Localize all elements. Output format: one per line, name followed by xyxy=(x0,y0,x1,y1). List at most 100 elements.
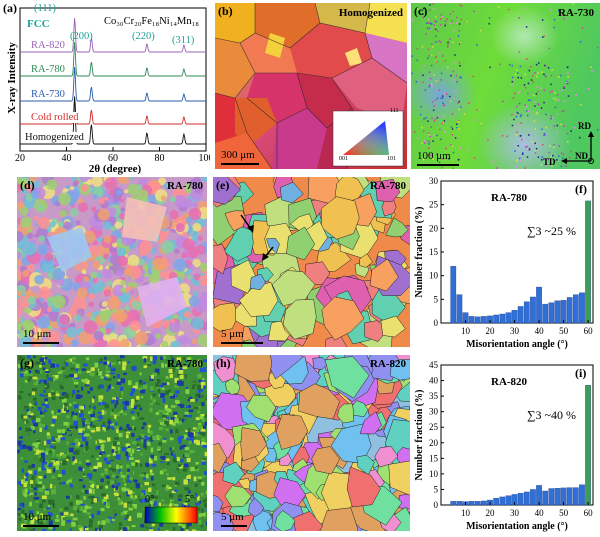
xrd-xtick-label: 60 xyxy=(108,153,118,164)
histogram-bar xyxy=(468,316,475,324)
histogram-title: RA-780 xyxy=(491,192,528,204)
histogram-ytick-label: 5 xyxy=(434,484,439,494)
panel-label-c: (c) xyxy=(414,4,428,18)
histogram-bar xyxy=(554,300,561,324)
ipf-label-101: 101 xyxy=(387,156,396,162)
scalebar-h xyxy=(221,525,247,527)
xrd-phase-label: FCC xyxy=(27,18,50,30)
histogram-bar xyxy=(523,491,530,506)
xrd-plot-frame xyxy=(19,7,207,152)
histogram-bar xyxy=(474,316,481,324)
histogram-xlabel: Misorientation angle (°) xyxy=(466,521,568,532)
histogram-bar xyxy=(566,487,573,506)
histogram-bar xyxy=(530,296,536,324)
histogram-bar xyxy=(493,498,500,506)
sample-axes-icon xyxy=(561,131,594,164)
panel-label-b: (b) xyxy=(218,4,233,18)
axis-rd: RD xyxy=(578,121,591,131)
ipf-label-111: 111 xyxy=(390,108,399,114)
panel-label-histogram: (f) xyxy=(575,182,587,196)
xrd-peak-label: (220) xyxy=(132,31,155,42)
histogram-xtick-label: 10 xyxy=(461,326,471,336)
histogram-bar xyxy=(542,490,549,506)
histogram-xlabel: Misorientation angle (°) xyxy=(466,339,568,350)
panel-label-g: (g) xyxy=(20,356,34,370)
histogram-bar xyxy=(585,200,591,324)
histogram-xtick-label: 40 xyxy=(535,508,545,518)
histogram-bar xyxy=(505,495,512,506)
histogram-ytick-label: 10 xyxy=(429,271,439,281)
histogram-ylabel: Number fraction (%) xyxy=(414,207,425,298)
histogram-ytick-label: 40 xyxy=(429,376,439,386)
histogram-xtick-label: 50 xyxy=(559,508,569,518)
histogram-bar xyxy=(517,306,524,324)
histogram-ytick-label: 45 xyxy=(429,360,439,370)
scalebar-e xyxy=(221,342,263,344)
histogram-xtick-label: 60 xyxy=(584,508,594,518)
misorientation-histogram-ra820: 10 20 30 40 50 60 0 5 10 15 20 25 30 35 40 45 Misorienta… xyxy=(414,360,594,532)
xrd-pattern-line xyxy=(20,97,206,125)
xrd-xtick-label: 80 xyxy=(155,153,165,164)
histogram-ylabel: Number fraction (%) xyxy=(414,390,425,481)
histogram-bar xyxy=(560,300,567,324)
sigma3-annotation: ∑3 ~40 % xyxy=(527,408,576,422)
histogram-ytick-label: 30 xyxy=(429,176,439,186)
histogram-xtick-label: 10 xyxy=(461,508,471,518)
xrd-pattern-line xyxy=(20,41,206,77)
scalebar-g xyxy=(23,525,59,527)
histogram-bar xyxy=(468,501,475,506)
scalebar-label-b: 300 μm xyxy=(221,149,255,161)
panel-label-a: (a) xyxy=(3,1,17,15)
panel-label-h: (h) xyxy=(216,356,231,370)
axis-nd: ND xyxy=(575,151,588,161)
histogram-bar xyxy=(548,302,555,324)
histogram-bar xyxy=(579,292,585,324)
kam-map-ra780 xyxy=(17,355,207,531)
histogram-bar xyxy=(474,501,481,506)
xrd-sample-label: RA-820 xyxy=(30,40,66,51)
kam-min-label: 0° xyxy=(145,494,154,505)
histogram-bar xyxy=(481,500,487,506)
xrd-sample-label: RA-780 xyxy=(30,64,66,75)
scalebar-label-h: 5 μm xyxy=(221,511,244,523)
histogram-bar xyxy=(554,488,561,506)
tag-homogenized: Homogenized xyxy=(338,7,403,19)
histogram-bar xyxy=(505,312,512,324)
histogram-ytick-label: 0 xyxy=(434,318,439,328)
histogram-ytick-label: 20 xyxy=(429,438,439,448)
histogram-ytick-label: 25 xyxy=(429,200,439,210)
ipf-map-ra780-zoom xyxy=(213,177,410,347)
scalebar-c xyxy=(417,164,459,166)
histogram-ytick-label: 15 xyxy=(429,453,439,463)
xrd-xtick-label: 100 xyxy=(199,153,211,164)
histogram-xtick-label: 60 xyxy=(584,326,594,336)
xrd-xtick-label: 40 xyxy=(62,153,72,164)
histogram-bar xyxy=(456,501,463,506)
panel-h-ipf-ra820: (h) RA-820 5 μm xyxy=(213,355,410,531)
histogram-bar xyxy=(566,297,573,324)
xrd-pattern-line xyxy=(20,66,206,102)
histogram-xtick-label: 30 xyxy=(510,326,520,336)
xrd-sample-label: Homogenized xyxy=(24,132,85,143)
histogram-bar xyxy=(542,303,549,324)
ipf-map-homogenized xyxy=(215,3,407,169)
histogram-ytick-label: 25 xyxy=(429,422,439,432)
histogram-xtick-label: 50 xyxy=(559,326,569,336)
histogram-bar xyxy=(585,385,591,506)
xrd-peak-label: (111) xyxy=(34,3,56,14)
kam-max-label: 5° xyxy=(185,494,194,505)
histogram-bar xyxy=(481,316,487,324)
histogram-bar xyxy=(450,266,457,324)
scalebar-b xyxy=(221,163,259,165)
panel-label-histogram: (i) xyxy=(575,366,586,380)
histogram-bar xyxy=(523,301,530,324)
histogram-bar xyxy=(536,286,542,324)
panel-label-d: (d) xyxy=(20,178,35,192)
sigma3-annotation: ∑3 ~25 % xyxy=(527,224,576,238)
histogram-xtick-label: 20 xyxy=(486,326,496,336)
tag-ra780-g: RA-780 xyxy=(166,358,203,370)
histogram-bar xyxy=(499,496,506,506)
xrd-pattern-line xyxy=(20,17,206,53)
misorientation-histogram-ra780: 10 20 30 40 50 60 0 5 10 15 20 25 30 Misorientation a… xyxy=(414,176,594,350)
histogram-ytick-label: 30 xyxy=(429,407,439,417)
